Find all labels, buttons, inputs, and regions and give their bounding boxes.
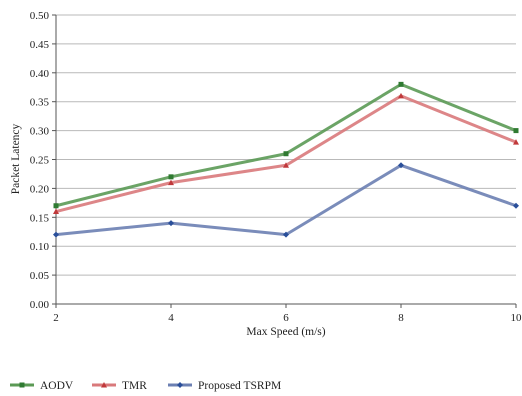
y-tick-label: 0.45	[30, 39, 50, 51]
y-tick-label: 0.50	[30, 10, 50, 22]
x-tick-label: 4	[168, 312, 174, 324]
x-tick-label: 8	[398, 312, 404, 324]
y-tick-label: 0.20	[30, 183, 50, 195]
y-tick-label: 0.30	[30, 126, 50, 138]
data-point-tmr	[168, 179, 174, 186]
data-point-proposed-tsrpm	[398, 162, 404, 169]
y-tick-label: 0.05	[30, 270, 50, 282]
y-axis-title: Packet Latency	[10, 123, 22, 194]
legend-marker-proposed-tsrpm	[177, 382, 183, 388]
data-point-tmr	[398, 92, 404, 99]
data-point-tmr	[513, 139, 519, 145]
legend-label-tmr: TMR	[122, 380, 147, 392]
data-point-proposed-tsrpm	[513, 202, 519, 209]
data-point-proposed-tsrpm	[53, 231, 59, 238]
data-point-aodv	[168, 174, 174, 180]
legend: AODV TMR Proposed TSRPM	[10, 380, 281, 392]
legend-item-aodv: AODV	[10, 380, 74, 392]
x-tick-label: 6	[283, 312, 289, 324]
y-tick-label: 0.15	[30, 212, 50, 224]
data-point-aodv	[398, 81, 404, 87]
y-tick-label: 0.10	[30, 241, 50, 253]
data-point-aodv	[513, 128, 519, 134]
gridlines	[56, 14, 516, 305]
legend-label-aodv: AODV	[40, 380, 74, 392]
series-lines	[53, 81, 519, 238]
series-tmr	[53, 92, 519, 215]
x-axis-title: Max Speed (m/s)	[246, 326, 325, 338]
legend-marker-aodv	[19, 382, 25, 388]
x-tick-label: 2	[53, 312, 59, 324]
y-axis-ticks: 0.00 0.05 0.10 0.15 0.20 0.25 0.30 0.35 0.40 0.45…	[30, 10, 56, 311]
data-point-proposed-tsrpm	[168, 220, 174, 227]
legend-label-proposed-tsrpm: Proposed TSRPM	[198, 380, 281, 392]
y-tick-label: 0.40	[30, 68, 50, 80]
data-point-aodv	[53, 203, 59, 209]
series-line-proposed-tsrpm	[55, 163, 517, 237]
series-proposed-tsrpm	[53, 162, 519, 238]
data-point-aodv	[283, 151, 289, 157]
y-tick-label: 0.25	[30, 155, 50, 167]
series-line-aodv	[55, 82, 517, 208]
x-tick-label: 10	[511, 312, 522, 324]
y-tick-label: 0.35	[30, 97, 50, 109]
legend-item-proposed-tsrpm: Proposed TSRPM	[168, 380, 281, 392]
series-aodv	[53, 81, 519, 209]
legend-item-tmr: TMR	[92, 380, 147, 392]
data-point-tmr	[53, 208, 59, 215]
data-point-proposed-tsrpm	[283, 231, 289, 238]
legend-marker-tmr	[101, 382, 107, 388]
data-point-tmr	[283, 162, 289, 168]
x-axis-ticks: 2 4 6 8 10	[53, 304, 522, 324]
y-tick-label: 0.00	[30, 299, 50, 311]
